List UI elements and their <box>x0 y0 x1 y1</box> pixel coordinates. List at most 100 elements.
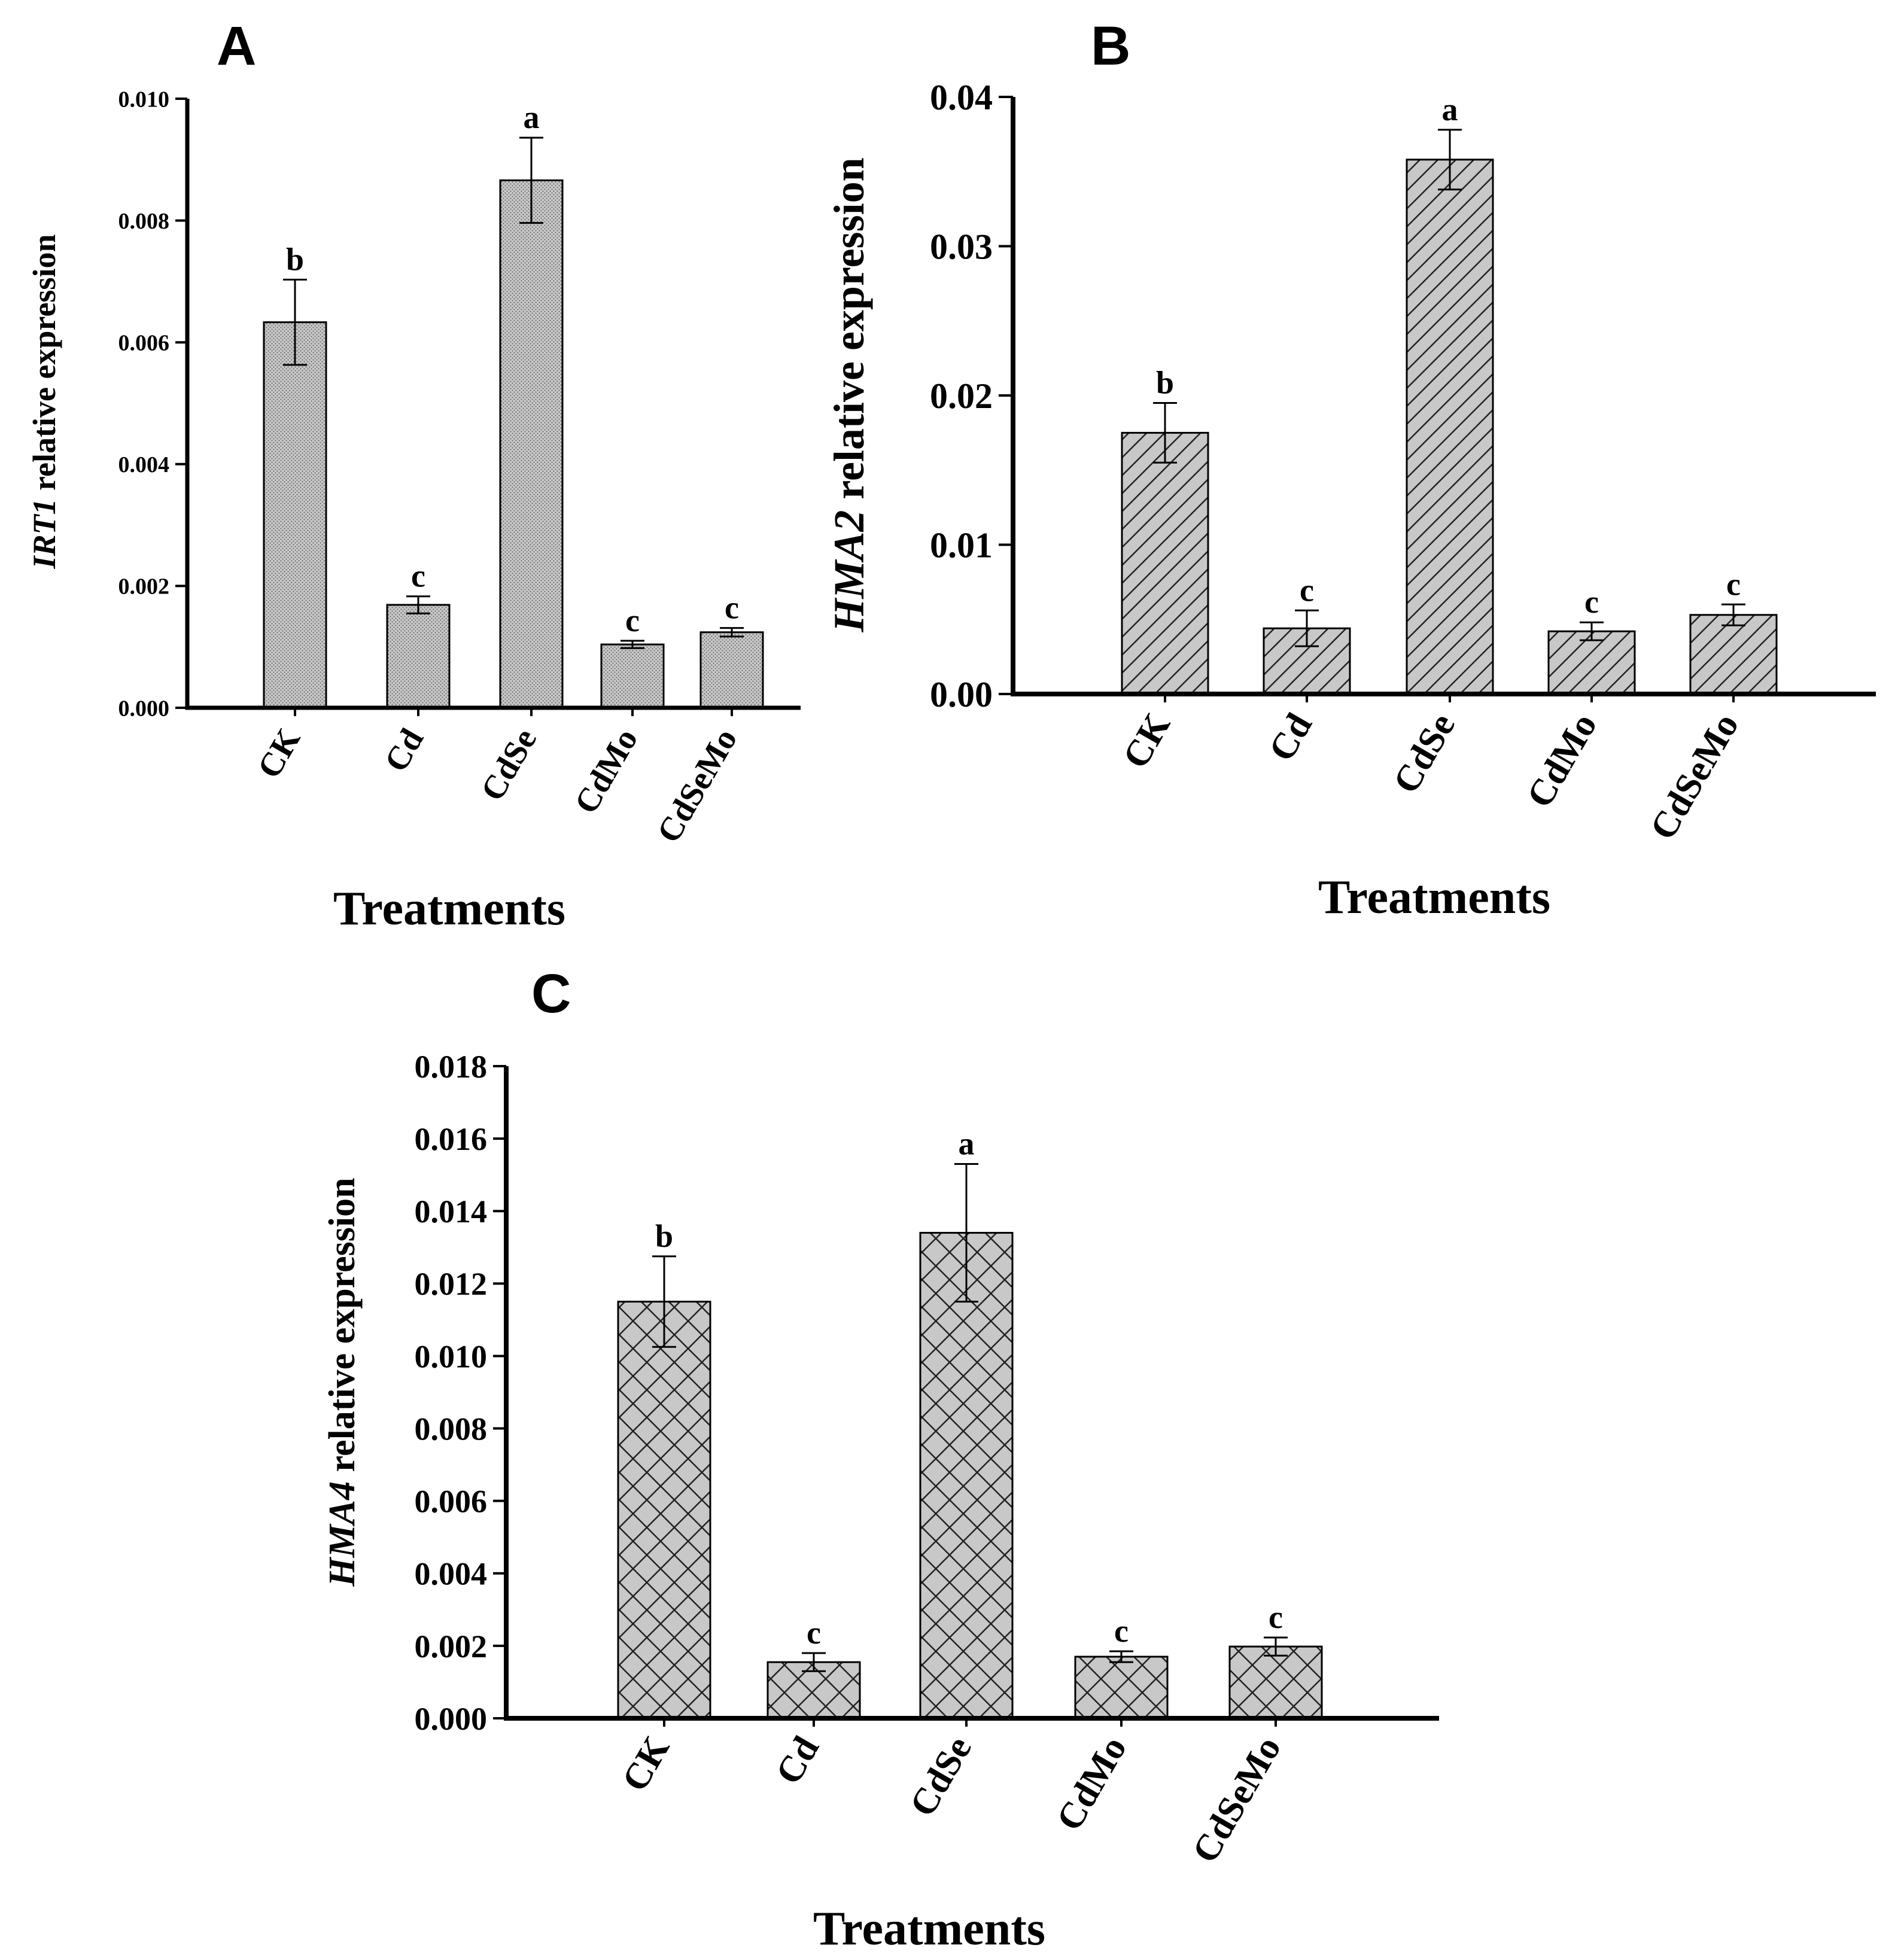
panel-a-ylabel-rest: relative expression <box>26 235 62 499</box>
panel-c-chart: b CK c Cd a CdSe c CdMo c CdSeMo 0.000 0.002 0.004 0.… <box>415 1049 1439 1870</box>
panel-b-ytick-4: 0.04 <box>930 78 993 117</box>
panel-c-ytick-4: 0.008 <box>415 1411 488 1447</box>
panel-b-ylabel-rest: relative expression <box>825 157 873 510</box>
panel-a-letter-2: a <box>524 99 540 135</box>
panel-c-errorbar-4 <box>1264 1636 1288 1657</box>
panel-c-letter-1: c <box>807 1615 821 1651</box>
panel-c-bar-3 <box>1074 1655 1169 1719</box>
panel-c-ytick-7: 0.014 <box>415 1194 488 1229</box>
panel-c-letter: C <box>531 963 571 1024</box>
panel-a-xtick-1: Cd <box>378 723 431 778</box>
panel-c-ylabel-gene: HMA4 <box>322 1481 363 1587</box>
panel-c-bar-0 <box>617 1301 711 1719</box>
panel-c-letter-2: a <box>959 1126 975 1162</box>
panel-b-letter: B <box>1091 16 1130 77</box>
panel-a-xtick-3: CdMo <box>567 723 645 820</box>
panel-b-ytick-3: 0.03 <box>930 227 993 267</box>
panel-a-letter: A <box>217 16 256 77</box>
panel-c-xtick-2: CdSe <box>902 1730 980 1823</box>
panel-c-errorbar-0 <box>652 1255 676 1348</box>
panel-a-errorbar-3 <box>621 640 644 649</box>
panel-c-xtick-3: CdMo <box>1049 1730 1134 1837</box>
panel-a-ytick-2: 0.004 <box>118 452 170 477</box>
panel-a-bar-1 <box>386 604 451 709</box>
panel-b-xtick-2: CdSe <box>1386 707 1464 800</box>
panel-c-errorbar-2 <box>954 1163 978 1303</box>
panel-a-errorbar-0 <box>283 278 307 366</box>
panel-a-bar-0 <box>263 321 327 709</box>
panel-a: A b CK c Cd a CdSe c CdMo c CdSeMo 0.000 0.002 0.004… <box>26 16 801 935</box>
panel-c-ytick-1: 0.002 <box>415 1629 488 1664</box>
panel-c-errorbar-3 <box>1109 1650 1133 1663</box>
panel-c: C b CK c Cd a CdSe c CdMo c CdSeMo 0.000 0.002 0.004… <box>322 963 1439 1955</box>
panel-a-ytick-5: 0.010 <box>118 87 170 112</box>
panel-c-bar-2 <box>919 1232 1014 1719</box>
panel-b-bar-3 <box>1547 630 1636 695</box>
panel-b: B b CK c Cd a CdSe c CdMo c CdSeMo 0.00 0.01 0.02 0.0… <box>825 16 1876 924</box>
panel-b-errorbar-4 <box>1721 603 1745 626</box>
panel-a-chart: b CK c Cd a CdSe c CdMo c CdSeMo 0.000 0.002 0.004 0.… <box>118 87 801 849</box>
panel-a-bar-4 <box>699 631 764 709</box>
panel-c-xtick-0: CK <box>615 1730 677 1798</box>
panel-c-xtitle: Treatments <box>813 1903 1045 1955</box>
panel-b-errorbar-2 <box>1438 129 1462 191</box>
panel-c-ytick-5: 0.010 <box>415 1338 488 1374</box>
panel-b-letter-0: b <box>1156 364 1174 400</box>
panel-a-errorbar-4 <box>720 627 744 638</box>
panel-a-ytick-4: 0.008 <box>118 209 170 234</box>
panel-a-ylabel: IRT1 relative expression <box>26 235 62 570</box>
panel-c-letter-4: c <box>1269 1599 1283 1635</box>
panel-c-ytick-2: 0.004 <box>415 1556 488 1592</box>
panel-b-letter-3: c <box>1584 584 1599 620</box>
panel-a-xtick-4: CdSeMo <box>650 723 744 850</box>
panel-a-letter-3: c <box>625 602 640 638</box>
panel-c-ytick-8: 0.016 <box>415 1121 488 1157</box>
panel-b-chart: b CK c Cd a CdSe c CdMo c CdSeMo 0.00 0.01 0.02 0.03 0… <box>930 78 1876 847</box>
panel-c-bar-4 <box>1228 1645 1323 1719</box>
panel-c-xtick-4: CdSeMo <box>1185 1730 1289 1870</box>
panel-a-letter-0: b <box>286 241 304 277</box>
panel-b-xtick-4: CdSeMo <box>1643 707 1747 847</box>
panel-c-ytick-3: 0.006 <box>415 1484 488 1520</box>
panel-a-xtick-0: CK <box>251 722 308 784</box>
panel-c-xtick-1: Cd <box>768 1730 828 1791</box>
panel-b-xtitle: Treatments <box>1318 871 1550 924</box>
panel-b-errorbar-3 <box>1580 621 1604 641</box>
panel-b-xtick-1: Cd <box>1261 707 1321 768</box>
panel-b-letter-1: c <box>1300 572 1314 608</box>
panel-c-ylabel-rest: relative expression <box>322 1177 363 1481</box>
panel-b-ylabel: HMA2 relative expression <box>825 157 873 632</box>
panel-b-bar-2 <box>1406 159 1494 695</box>
panel-a-errorbar-2 <box>519 136 543 224</box>
panel-a-errorbar-1 <box>406 595 430 614</box>
panel-a-bar-2 <box>499 179 564 709</box>
panel-a-xtitle: Treatments <box>333 882 565 935</box>
panel-b-bar-4 <box>1689 614 1778 695</box>
panel-a-ytick-1: 0.002 <box>118 574 170 599</box>
panel-c-letter-0: b <box>655 1218 673 1254</box>
panel-c-errorbar-1 <box>802 1652 826 1672</box>
panel-c-ytick-9: 0.018 <box>415 1049 488 1085</box>
panel-b-xtick-0: CK <box>1115 707 1178 775</box>
panel-a-bar-3 <box>600 643 665 709</box>
panel-b-ytick-2: 0.02 <box>930 376 993 416</box>
panel-a-xtick-2: CdSe <box>474 723 544 807</box>
panel-b-ytick-1: 0.01 <box>930 526 993 565</box>
panel-b-bar-0 <box>1121 431 1209 695</box>
panel-b-errorbar-0 <box>1153 401 1177 464</box>
panel-b-letter-2: a <box>1442 92 1458 127</box>
panel-a-ytick-3: 0.006 <box>118 331 170 356</box>
panel-a-ylabel-gene: IRT1 <box>26 498 62 569</box>
panel-c-letter-3: c <box>1114 1613 1129 1649</box>
panel-a-ytick-0: 0.000 <box>118 696 170 721</box>
panel-b-ytick-0: 0.00 <box>930 675 993 714</box>
panel-b-errorbar-1 <box>1295 609 1319 647</box>
panel-b-ylabel-gene: HMA2 <box>825 510 873 633</box>
panel-a-letter-1: c <box>411 558 425 594</box>
panel-c-ylabel: HMA4 relative expression <box>322 1177 363 1587</box>
panel-b-letter-4: c <box>1726 566 1741 602</box>
panel-b-xtick-3: CdMo <box>1519 707 1605 814</box>
panel-c-ytick-0: 0.000 <box>415 1701 488 1737</box>
panel-c-ytick-6: 0.012 <box>415 1266 488 1302</box>
